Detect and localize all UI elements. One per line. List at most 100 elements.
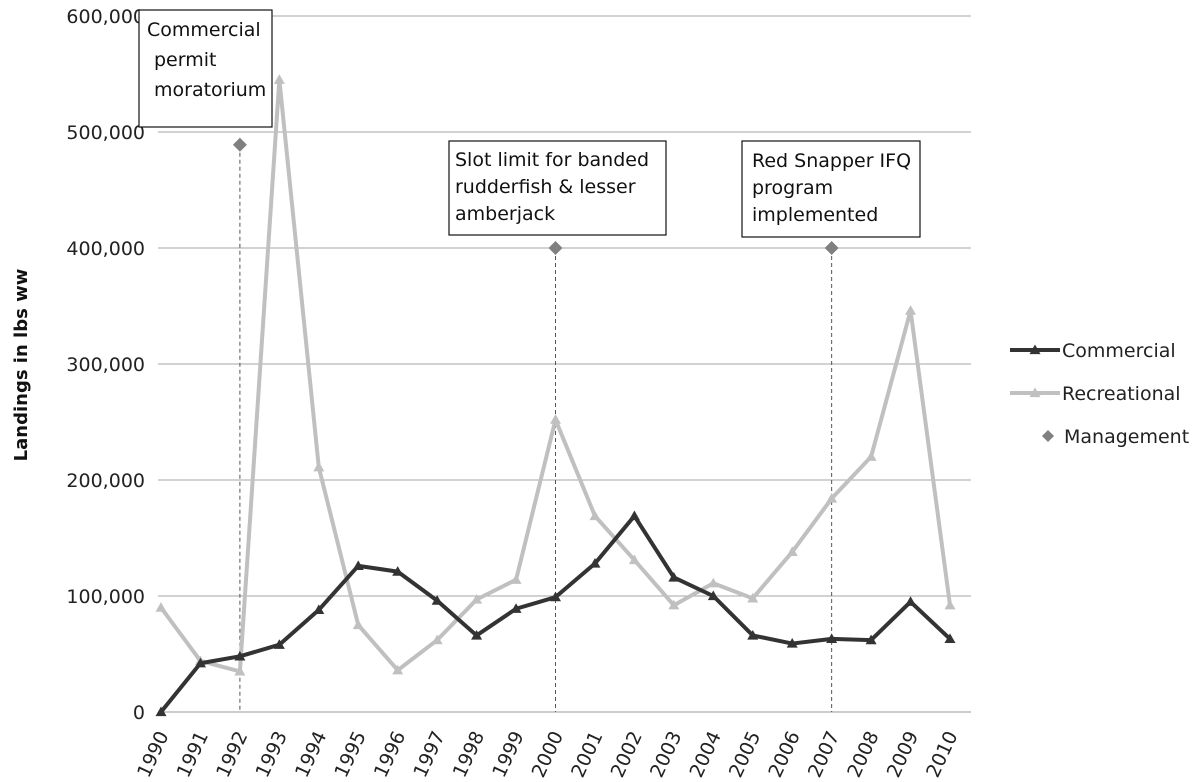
commercial-point [352, 560, 364, 570]
commercial-point [905, 596, 917, 606]
series [155, 74, 956, 717]
commercial-point [826, 633, 838, 644]
recreational-point [826, 493, 838, 503]
x-axis-ticks: 1990 1991 1992 1993 1994 1995 1996 1997 1998 1999… [133, 728, 962, 781]
x-tick-label: 2007 [804, 728, 844, 781]
recreational-point [786, 546, 798, 557]
commercial-point [944, 633, 956, 644]
commercial-point [628, 510, 640, 521]
annotation-text: Slot limit for banded [455, 149, 649, 171]
recreational-point [707, 577, 719, 588]
x-tick-label: 1999 [488, 728, 528, 781]
commercial-point [550, 591, 561, 602]
recreational-point [944, 599, 956, 610]
commercial-point [273, 639, 285, 649]
annotation-text: amberjack [455, 203, 555, 225]
commercial-point [786, 638, 798, 648]
y-tick-label: 400,000 [66, 238, 145, 260]
x-tick-label: 2009 [883, 728, 923, 781]
x-tick-label: 1995 [330, 728, 370, 781]
x-tick-label: 1993 [252, 728, 292, 781]
x-tick-label: 2004 [685, 728, 725, 781]
commercial-point [234, 650, 246, 661]
x-tick-label: 1992 [212, 728, 252, 781]
x-tick-label: 1994 [291, 728, 331, 781]
commercial-point [471, 629, 483, 640]
y-tick-label: 200,000 [66, 470, 145, 492]
annotation-frame [138, 9, 273, 128]
legend-item-recreational: Recreational [1010, 383, 1181, 405]
commercial-point [589, 558, 601, 568]
gridlines [158, 15, 971, 713]
recreational-point [668, 599, 680, 610]
legend-marker-recreational [1029, 387, 1041, 398]
recreational-point [905, 305, 917, 315]
legend-marker-commercial [1029, 344, 1041, 355]
annotation-text: program [752, 177, 833, 199]
y-tick-label: 300,000 [66, 354, 145, 376]
management-series [232, 137, 839, 255]
management-point [232, 137, 247, 152]
y-tick-label: 100,000 [66, 586, 145, 608]
legend-marker-management [1042, 430, 1054, 442]
commercial-point [668, 571, 680, 582]
commercial-point [194, 657, 206, 668]
x-tick-label: 1996 [370, 728, 410, 781]
recreational-point [747, 592, 759, 603]
commercial-point [155, 706, 167, 717]
x-tick-label: 2000 [528, 728, 568, 781]
recreational-point [510, 574, 522, 584]
commercial-point [313, 604, 325, 615]
commercial-point [747, 629, 759, 640]
management-point [824, 241, 839, 255]
recreational-point [155, 602, 167, 612]
recreational-point [313, 461, 325, 472]
commercial-point [707, 590, 719, 601]
x-tick-label: 2003 [646, 728, 686, 781]
annotation-box: Red Snapper IFQ program implemented [741, 140, 921, 238]
legend-label-recreational: Recreational [1062, 383, 1181, 405]
legend-label-management: Management [1064, 426, 1189, 448]
commercial-point [865, 634, 877, 645]
x-tick-label: 2010 [922, 728, 962, 781]
legend: Commercial Recreational Management [1010, 340, 1189, 448]
annotation-frame [741, 140, 921, 238]
x-tick-label: 2002 [607, 728, 647, 781]
recreational-point [392, 664, 404, 675]
recreational-point [234, 665, 246, 676]
recreational-point [471, 593, 483, 604]
annotation-text: Red Snapper IFQ [752, 150, 911, 172]
commercial-point [431, 595, 443, 605]
recreational-point [431, 634, 443, 645]
annotation-text: rudderfish & lesser [455, 176, 636, 198]
y-tick-label: 600,000 [66, 6, 145, 28]
management-point [548, 241, 563, 255]
annotation-text: moratorium [154, 79, 266, 101]
recreational-point [865, 451, 877, 461]
annotation-frame [448, 140, 667, 236]
recreational-point [273, 74, 285, 84]
annotation-text: implemented [752, 204, 878, 226]
annotation-box: Commercial permit moratorium [138, 9, 273, 128]
x-tick-label: 1990 [133, 728, 173, 781]
x-tick-label: 2005 [725, 728, 765, 781]
x-tick-label: 2001 [567, 728, 607, 781]
y-axis-ticks: 0 100,000 200,000 300,000 400,000 500,000 600,… [66, 6, 145, 724]
y-axis-label: Landings in lbs ww [11, 269, 32, 462]
legend-label-commercial: Commercial [1062, 340, 1176, 362]
y-tick-label: 500,000 [66, 122, 145, 144]
x-tick-label: 1997 [409, 728, 449, 781]
annotation-text: permit [154, 49, 216, 71]
y-tick-label: 0 [133, 702, 145, 724]
x-tick-label: 2008 [843, 728, 883, 781]
commercial-point [510, 603, 522, 613]
recreational-point [352, 619, 364, 630]
annotation-box: Slot limit for banded rudderfish & lesser… [448, 140, 667, 236]
legend-item-commercial: Commercial [1010, 340, 1176, 362]
commercial-series [155, 510, 956, 717]
annotation-text: Commercial [147, 19, 261, 41]
x-tick-label: 2006 [764, 728, 804, 781]
recreational-point [628, 554, 640, 565]
annotations: Commercial permit moratorium Slot limit for… [138, 9, 921, 238]
